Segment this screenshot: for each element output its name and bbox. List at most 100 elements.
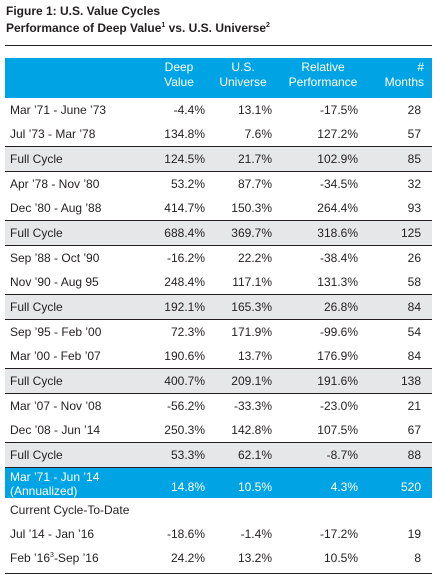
figure-title: Figure 1: U.S. Value Cycles: [6, 4, 161, 18]
row-deep-value: 53.2%: [170, 177, 205, 191]
row-us-universe: 142.8%: [231, 423, 272, 437]
row-deep-value: 190.6%: [164, 349, 205, 363]
table-row: Dec ’08 - Jun ’14 250.3% 142.8% 107.5% 67: [5, 418, 432, 443]
row-us-universe: -1.4%: [240, 527, 272, 541]
annualized-us-universe: 10.5%: [237, 480, 272, 494]
table-row: Nov ’90 - Aug 95 248.4% 117.1% 131.3% 58: [5, 270, 432, 295]
row-relative: -17.5%: [319, 103, 358, 117]
row-relative: 127.2%: [317, 127, 358, 141]
row-deep-value: 414.7%: [164, 201, 205, 215]
table-row: Mar ’07 - Nov ’08 -56.2% -33.3% -23.0% 21: [5, 394, 432, 419]
row-period: Jul ’14 - Jan ’16: [10, 527, 95, 541]
annualized-deep-value: 14.8%: [170, 480, 205, 494]
full-cycle-row: Full Cycle 124.5% 21.7% 102.9% 85: [5, 146, 432, 172]
row-relative: 26.8%: [276, 294, 370, 320]
row-period: Jul ’73 - Mar ’78: [10, 127, 96, 141]
table-row: Dec ’80 - Aug ’88 414.7% 150.3% 264.4% 93: [5, 196, 432, 221]
row-period: Sep ’88 - Oct ’90: [10, 251, 100, 265]
row-period: Mar ’07 - Nov ’08: [10, 399, 102, 413]
row-months: 8: [414, 551, 421, 565]
row-period: Full Cycle: [5, 368, 148, 394]
row-deep-value: 134.8%: [164, 127, 205, 141]
row-deep-value: -56.2%: [166, 399, 205, 413]
row-relative: -38.4%: [319, 251, 358, 265]
table-row: Mar ’71 - June ’73 -4.4% 13.1% -17.5% 28: [5, 98, 432, 122]
table-row: Jul ’73 - Mar ’78 134.8% 7.6% 127.2% 57: [5, 122, 432, 147]
row-relative: 264.4%: [317, 201, 358, 215]
table-row: Feb ’163-Sep ’16 24.2% 13.2% 10.5% 8: [5, 546, 432, 570]
row-months: 58: [407, 275, 421, 289]
row-deep-value: -4.4%: [173, 103, 205, 117]
row-us-universe: 7.6%: [244, 127, 272, 141]
row-us-universe: 13.7%: [237, 349, 272, 363]
title-divider: [5, 45, 432, 46]
full-cycle-row: Full Cycle 400.7% 209.1% 191.6% 138: [5, 368, 432, 394]
figure-subtitle: Performance of Deep Value1 vs. U.S. Univ…: [6, 20, 270, 37]
row-relative: -17.2%: [319, 527, 358, 541]
header-relative-performance: Relative Performance: [288, 60, 358, 89]
row-months: 32: [407, 177, 421, 191]
row-months: 57: [407, 127, 421, 141]
row-relative: 102.9%: [276, 146, 370, 172]
value-cycles-table: Deep Value U.S. Universe Relative Performan…: [5, 58, 432, 570]
row-deep-value: 248.4%: [164, 275, 205, 289]
row-months: 88: [370, 442, 432, 468]
row-relative: 176.9%: [317, 349, 358, 363]
row-relative: -99.6%: [319, 325, 358, 339]
full-cycle-row: Full Cycle 688.4% 369.7% 318.6% 125: [5, 220, 432, 246]
table-header-row: Deep Value U.S. Universe Relative Performan…: [5, 58, 432, 98]
header-period: [5, 58, 148, 98]
row-period: Full Cycle: [5, 294, 148, 320]
row-period: Full Cycle: [5, 442, 148, 468]
row-period: Sep ’95 - Feb ’00: [10, 325, 102, 339]
row-us-universe: 369.7%: [210, 220, 276, 246]
subtitle-part: vs. U.S. Universe: [165, 21, 267, 35]
row-relative: -8.7%: [276, 442, 370, 468]
row-period: Full Cycle: [5, 146, 148, 172]
annualized-relative: 4.3%: [330, 480, 358, 494]
row-relative: 107.5%: [317, 423, 358, 437]
row-us-universe: 165.3%: [210, 294, 276, 320]
annualized-row: Mar ’71 - Jun ’14 (Annualized) 14.8% 10.5…: [5, 467, 432, 498]
row-relative: 10.5%: [323, 551, 358, 565]
row-months: 93: [407, 201, 421, 215]
row-relative: -23.0%: [319, 399, 358, 413]
row-deep-value: 192.1%: [148, 294, 210, 320]
row-us-universe: -33.3%: [233, 399, 272, 413]
row-months: 28: [407, 103, 421, 117]
row-deep-value: 24.2%: [170, 551, 205, 565]
row-deep-value: 250.3%: [164, 423, 205, 437]
row-deep-value: 53.3%: [148, 442, 210, 468]
row-us-universe: 62.1%: [210, 442, 276, 468]
table-row: Mar ’00 - Feb ’07 190.6% 13.7% 176.9% 84: [5, 344, 432, 369]
subtitle-part: Performance of Deep Value: [6, 21, 162, 35]
row-deep-value: -16.2%: [166, 251, 205, 265]
row-relative: 191.6%: [276, 368, 370, 394]
current-cycle-label: Current Cycle-To-Date: [10, 503, 130, 517]
row-period: Nov ’90 - Aug 95: [10, 275, 99, 289]
full-cycle-row: Full Cycle 53.3% 62.1% -8.7% 88: [5, 442, 432, 468]
row-us-universe: 87.7%: [237, 177, 272, 191]
row-us-universe: 21.7%: [210, 146, 276, 172]
row-relative: 131.3%: [317, 275, 358, 289]
row-relative: -34.5%: [319, 177, 358, 191]
table-row: Jul ’14 - Jan ’16 -18.6% -1.4% -17.2% 19: [5, 522, 432, 546]
table-row: Apr ’78 - Nov ’80 53.2% 87.7% -34.5% 32: [5, 172, 432, 197]
bottom-rule: [5, 573, 432, 574]
row-deep-value: 72.3%: [170, 325, 205, 339]
row-us-universe: 209.1%: [210, 368, 276, 394]
row-deep-value: -18.6%: [166, 527, 205, 541]
header-us-universe: U.S. Universe: [219, 60, 267, 89]
current-cycle-heading-row: Current Cycle-To-Date: [5, 498, 432, 522]
row-us-universe: 150.3%: [231, 201, 272, 215]
row-months: 84: [407, 349, 421, 363]
header-months: # Months: [384, 60, 424, 89]
row-us-universe: 13.1%: [237, 103, 272, 117]
row-months: 21: [407, 399, 421, 413]
row-months: 26: [407, 251, 421, 265]
full-cycle-row: Full Cycle 192.1% 165.3% 26.8% 84: [5, 294, 432, 320]
row-period: Feb ’163-Sep ’16: [10, 551, 99, 565]
annualized-months: 520: [400, 480, 421, 494]
row-deep-value: 400.7%: [148, 368, 210, 394]
row-months: 125: [370, 220, 432, 246]
